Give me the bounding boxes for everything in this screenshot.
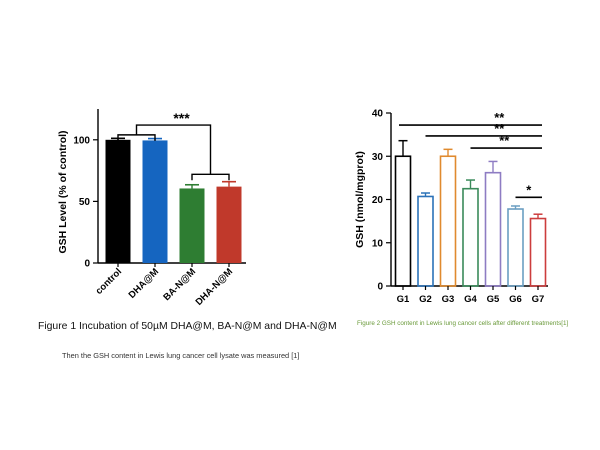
bar-G3 (439, 155, 457, 287)
x-tick-label: G3 (442, 294, 455, 305)
bar-DHA@M (142, 140, 168, 263)
figure-1-caption: Figure 1 Incubation of 50µM DHA@M, BA-N@… (38, 321, 337, 332)
bar-G1 (394, 155, 412, 287)
significance-label: * (526, 182, 532, 197)
x-tick-label: BA-N@M (161, 266, 198, 303)
y-tick-label: 50 (79, 197, 91, 208)
y-tick-label: 0 (377, 282, 383, 293)
bar-BA-N@M (179, 188, 205, 263)
x-tick-label: G5 (487, 294, 500, 305)
y-tick-label: 20 (372, 195, 384, 206)
y-axis-label: GSH (nmol/mgprot) (354, 151, 366, 248)
bar-G2 (417, 195, 434, 287)
x-tick-label: G1 (397, 294, 410, 305)
significance-bracket-main (135, 124, 212, 175)
x-tick-label: control (94, 266, 125, 297)
significance-bracket-left (117, 134, 156, 141)
figure-1-note: Then the GSH content in Lewis lung cance… (62, 351, 300, 360)
significance-label: ** (499, 133, 510, 148)
y-tick-label: 100 (73, 135, 90, 146)
x-tick-label: G7 (532, 294, 545, 305)
significance-label: *** (173, 110, 190, 126)
figure-2-caption: Figure 2 GSH content in Lewis lung cance… (357, 320, 569, 327)
bar-G7 (529, 217, 547, 287)
significance-bracket-right (191, 173, 230, 181)
significance-label: ** (494, 121, 505, 136)
bar-G5 (484, 171, 502, 287)
x-tick-label: DHA@M (127, 266, 162, 301)
gsh-content-bar-chart: 0 10 20 30 40 GSH (nmol/mgprot) G1 G2 G3 G4 G5 G6 G7… (354, 109, 548, 305)
bar-G4 (462, 187, 479, 287)
bar-G6 (507, 208, 524, 287)
bar-control (105, 139, 131, 263)
x-tick-label: G4 (464, 294, 477, 305)
y-tick-label: 10 (372, 238, 384, 249)
y-axis-label: GSH Level (% of control) (57, 130, 69, 253)
bar-DHA-N@M (216, 186, 242, 263)
y-tick-label: 0 (84, 259, 90, 270)
significance-label: ** (494, 110, 505, 125)
x-tick-label: G6 (509, 294, 522, 305)
x-tick-label: DHA-N@M (194, 266, 236, 308)
x-tick-label: G2 (419, 294, 432, 305)
y-tick-label: 30 (372, 152, 384, 163)
y-tick-label: 40 (372, 109, 384, 120)
